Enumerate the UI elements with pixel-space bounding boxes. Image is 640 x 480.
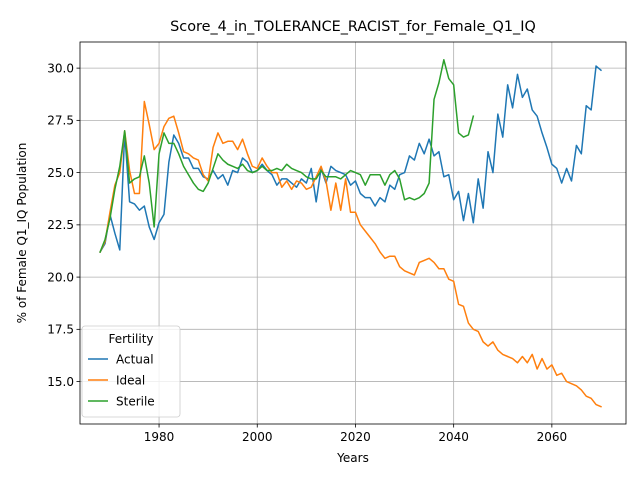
x-tick-label: 2020: [340, 430, 371, 444]
series-line-ideal: [99, 100, 602, 408]
x-tick-label: 2060: [537, 430, 568, 444]
y-tick-label: 30.0: [47, 61, 74, 75]
series-line-actual: [99, 65, 603, 254]
plot-frame: [79, 41, 627, 425]
y-tick-label: 20.0: [47, 270, 74, 284]
x-tick-label: 2040: [438, 430, 469, 444]
legend-title: Fertility: [108, 332, 153, 346]
x-tick-label: 2000: [242, 430, 273, 444]
y-tick-label: 27.5: [47, 114, 74, 128]
legend: Fertility Actual Ideal Sterile: [81, 325, 181, 418]
legend-label-actual: Actual: [116, 353, 154, 367]
grid: [80, 42, 626, 424]
chart-title: Score_4_in_TOLERANCE_RACIST_for_Female_Q…: [170, 19, 536, 35]
x-tick-label: 1980: [144, 430, 175, 444]
legend-entries: Actual Ideal Sterile: [88, 353, 155, 409]
y-tick-label: 25.0: [47, 166, 74, 180]
y-axis-title: % of Female Q1_IQ Population: [15, 143, 29, 324]
y-axis: 15.0 17.5 20.0 22.5 25.0 27.5 30.0: [47, 61, 80, 389]
legend-box: [81, 325, 181, 418]
y-tick-label: 17.5: [47, 323, 74, 337]
legend-label-ideal: Ideal: [116, 374, 145, 388]
x-axis-title: Years: [336, 451, 369, 465]
series-line-sterile: [99, 59, 475, 253]
y-tick-label: 22.5: [47, 218, 74, 232]
series-lines: [99, 59, 603, 408]
x-axis: 1980 2000 2020 2040 2060: [144, 424, 567, 444]
legend-label-sterile: Sterile: [116, 395, 155, 409]
y-tick-label: 15.0: [47, 375, 74, 389]
